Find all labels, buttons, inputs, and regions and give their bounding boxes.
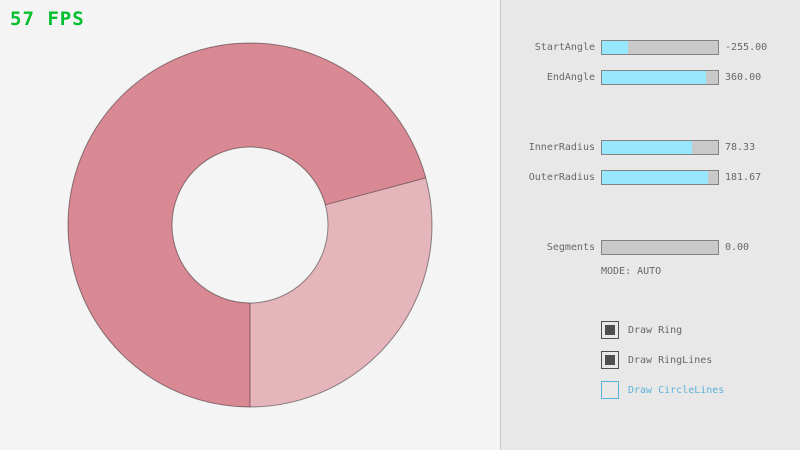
outerradius-value: 181.67 (725, 172, 762, 183)
innerradius-slider-fill (602, 141, 693, 154)
ring-outline-inner (171, 146, 329, 304)
segments-slider[interactable] (601, 240, 719, 255)
startangle-label: StartAngle (534, 42, 595, 53)
slider-row-outerradius: OuterRadius 181.67 (501, 169, 800, 187)
innerradius-slider[interactable] (601, 140, 719, 155)
checkbox-row-draw-ringlines: Draw RingLines (601, 350, 712, 370)
slider-row-segments: Segments 0.00 (501, 239, 800, 257)
draw-circlelines-checkbox[interactable] (601, 381, 619, 399)
outerradius-label: OuterRadius (528, 172, 595, 183)
mode-text: MODE: AUTO (601, 266, 662, 277)
draw-circlelines-label: Draw CircleLines (628, 384, 725, 396)
endangle-slider[interactable] (601, 70, 719, 85)
outerradius-slider-fill (602, 171, 708, 184)
slider-row-startangle: StartAngle -255.00 (501, 39, 800, 57)
draw-ring-checkbox[interactable] (601, 321, 619, 339)
ring-sector-light (250, 177, 433, 407)
ring-canvas (67, 42, 433, 408)
innerradius-label: InnerRadius (528, 142, 595, 153)
endangle-slider-fill (602, 71, 707, 84)
ring-line-upper-right (325, 177, 426, 206)
draw-ring-label: Draw Ring (628, 324, 683, 336)
innerradius-value: 78.33 (725, 142, 756, 153)
segments-value: 0.00 (725, 242, 750, 253)
startangle-slider[interactable] (601, 40, 719, 55)
endangle-label: EndAngle (546, 72, 595, 83)
endangle-value: 360.00 (725, 72, 762, 83)
checkbox-row-draw-ring: Draw Ring (601, 320, 682, 340)
slider-row-endangle: EndAngle 360.00 (501, 69, 800, 87)
checkbox-row-draw-circlelines: Draw CircleLines (601, 380, 724, 400)
ring-sector-dark (68, 43, 426, 408)
segments-label: Segments (546, 242, 595, 253)
fps-counter: 57 FPS (10, 8, 85, 30)
slider-row-innerradius: InnerRadius 78.33 (501, 139, 800, 157)
control-panel: StartAngle -255.00 EndAngle 360.00 Inner… (500, 0, 800, 450)
startangle-slider-fill (602, 41, 628, 54)
startangle-value: -255.00 (725, 42, 768, 53)
draw-ringlines-checkbox[interactable] (601, 351, 619, 369)
outerradius-slider[interactable] (601, 170, 719, 185)
draw-ringlines-label: Draw RingLines (628, 354, 713, 366)
ring-outline-outer (67, 42, 433, 408)
